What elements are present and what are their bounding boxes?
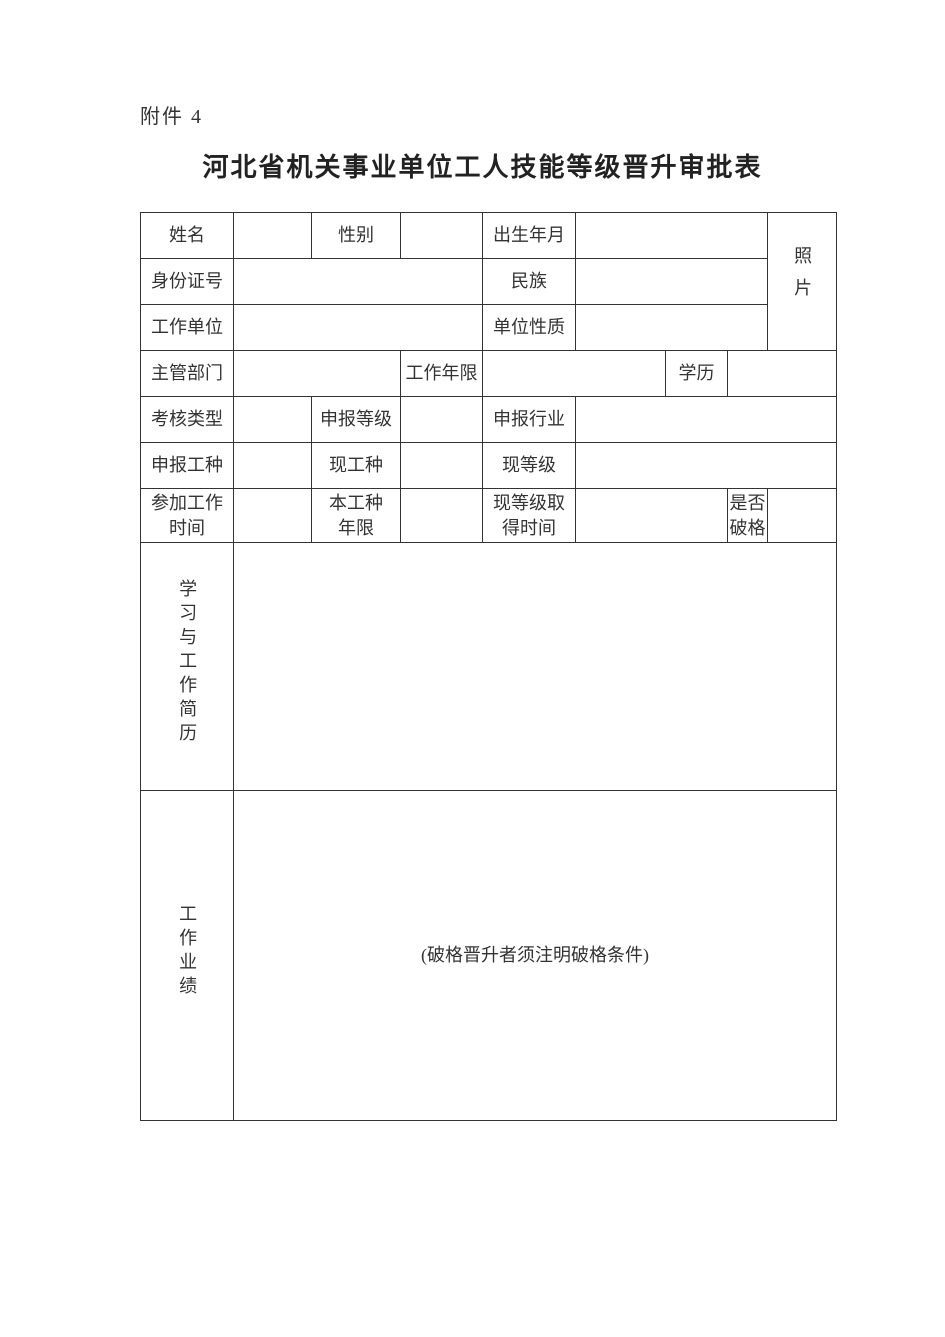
document-page: 附件 4 河北省机关事业单位工人技能等级晋升审批表 姓名 性别 出生年月 照片 xyxy=(0,0,945,1337)
label-birth: 出生年月 xyxy=(483,213,576,259)
value-supervisor-dept[interactable] xyxy=(234,351,401,397)
label-work-achievement-text: 工作业绩 xyxy=(175,904,199,1000)
value-education[interactable] xyxy=(728,351,837,397)
label-this-job-years-l1: 本工种 xyxy=(329,493,383,513)
label-apply-industry: 申报行业 xyxy=(483,397,576,443)
value-apply-industry[interactable] xyxy=(576,397,837,443)
label-unit-nature: 单位性质 xyxy=(483,305,576,351)
photo-icon-label: 照片 xyxy=(790,246,814,310)
value-id-number[interactable] xyxy=(234,259,483,305)
value-work-years[interactable] xyxy=(483,351,666,397)
page-title: 河北省机关事业单位工人技能等级晋升审批表 xyxy=(140,147,825,184)
approval-form-table: 姓名 性别 出生年月 照片 身份证号 民族 工作单位 单位性质 主管部门 xyxy=(140,212,837,1121)
value-birth[interactable] xyxy=(576,213,768,259)
label-ethnicity: 民族 xyxy=(483,259,576,305)
label-this-job-years-l2: 年限 xyxy=(338,518,374,538)
photo-cell[interactable]: 照片 xyxy=(768,213,837,351)
label-study-work-history: 学习与工作简历 xyxy=(141,543,234,791)
label-exceptional-l1: 是否 xyxy=(730,493,766,513)
value-study-work-history[interactable] xyxy=(234,543,837,791)
label-supervisor-dept: 主管部门 xyxy=(141,351,234,397)
value-work-achievement[interactable]: (破格晋升者须注明破格条件) xyxy=(234,791,837,1121)
label-start-work-time: 参加工作 时间 xyxy=(141,489,234,543)
value-name[interactable] xyxy=(234,213,312,259)
label-work-unit: 工作单位 xyxy=(141,305,234,351)
label-work-achievement: 工作业绩 xyxy=(141,791,234,1121)
label-assess-type: 考核类型 xyxy=(141,397,234,443)
label-exceptional-l2: 破格 xyxy=(730,518,766,538)
label-this-job-years: 本工种 年限 xyxy=(312,489,401,543)
label-current-job: 现工种 xyxy=(312,443,401,489)
label-work-years: 工作年限 xyxy=(401,351,483,397)
label-exceptional: 是否 破格 xyxy=(728,489,768,543)
label-study-work-history-text: 学习与工作简历 xyxy=(175,579,199,747)
achievement-note: (破格晋升者须注明破格条件) xyxy=(421,945,649,965)
label-apply-job: 申报工种 xyxy=(141,443,234,489)
value-exceptional[interactable] xyxy=(768,489,837,543)
label-id-number: 身份证号 xyxy=(141,259,234,305)
attachment-label: 附件 4 xyxy=(140,100,825,129)
value-assess-type[interactable] xyxy=(234,397,312,443)
value-current-level[interactable] xyxy=(576,443,837,489)
label-apply-level: 申报等级 xyxy=(312,397,401,443)
value-apply-level[interactable] xyxy=(401,397,483,443)
value-apply-job[interactable] xyxy=(234,443,312,489)
value-current-level-time[interactable] xyxy=(576,489,728,543)
value-this-job-years[interactable] xyxy=(401,489,483,543)
value-start-work-time[interactable] xyxy=(234,489,312,543)
label-current-level-time-l2: 得时间 xyxy=(502,518,556,538)
label-current-level: 现等级 xyxy=(483,443,576,489)
label-current-level-time-l1: 现等级取 xyxy=(493,493,565,513)
label-education: 学历 xyxy=(666,351,728,397)
label-current-level-time: 现等级取 得时间 xyxy=(483,489,576,543)
label-name: 姓名 xyxy=(141,213,234,259)
label-gender: 性别 xyxy=(312,213,401,259)
label-start-work-time-l1: 参加工作 xyxy=(151,493,223,513)
value-work-unit[interactable] xyxy=(234,305,483,351)
label-start-work-time-l2: 时间 xyxy=(169,518,205,538)
value-current-job[interactable] xyxy=(401,443,483,489)
value-ethnicity[interactable] xyxy=(576,259,768,305)
value-gender[interactable] xyxy=(401,213,483,259)
value-unit-nature[interactable] xyxy=(576,305,768,351)
